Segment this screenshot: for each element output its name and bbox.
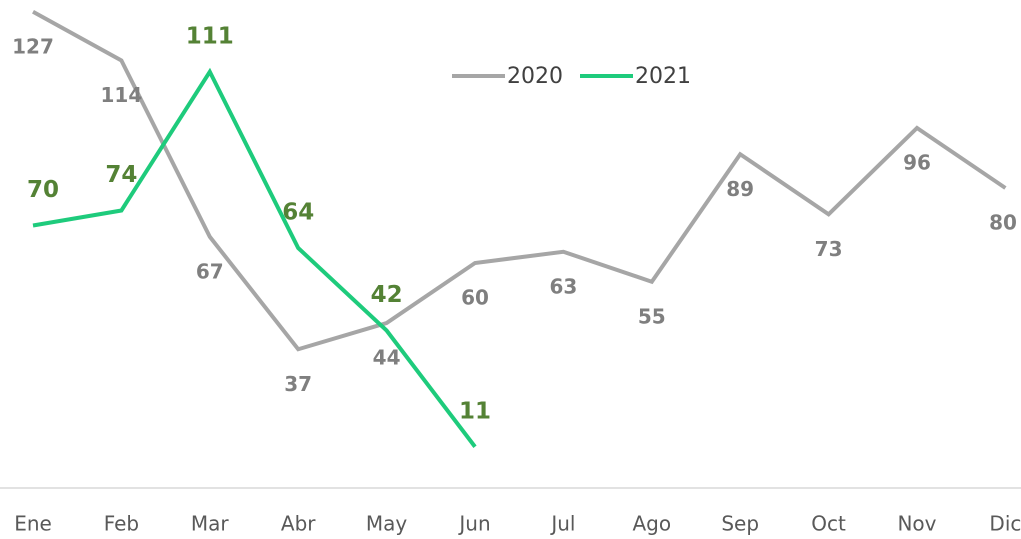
data-label: 11 <box>459 398 491 424</box>
x-tick-label: Sep <box>721 512 759 536</box>
x-tick-label: Jul <box>549 512 575 536</box>
x-tick-label: Feb <box>104 512 139 536</box>
data-label: 67 <box>196 259 224 283</box>
x-tick-label: Ago <box>632 512 671 536</box>
legend-label: 2021 <box>635 64 691 89</box>
x-tick-label: Ene <box>14 512 52 536</box>
data-label: 44 <box>373 346 401 370</box>
legend-label: 2020 <box>507 64 563 89</box>
data-label: 63 <box>549 274 577 298</box>
data-label: 96 <box>903 151 931 175</box>
data-label: 89 <box>726 177 754 201</box>
data-label: 37 <box>284 372 312 396</box>
data-label: 60 <box>461 286 489 310</box>
x-tick-label: Oct <box>811 512 846 536</box>
data-label: 114 <box>101 83 143 107</box>
series-line <box>32 67 477 448</box>
data-label: 64 <box>282 200 314 226</box>
x-tick-label: Dic <box>989 512 1021 536</box>
x-tick-label: Mar <box>191 512 230 536</box>
x-tick-label: Abr <box>281 512 316 536</box>
data-label: 42 <box>371 282 403 308</box>
data-label: 111 <box>186 23 234 49</box>
data-label: 73 <box>815 237 843 261</box>
data-label: 55 <box>638 304 666 328</box>
data-label: 80 <box>989 211 1017 235</box>
series-line <box>32 9 1007 352</box>
x-tick-label: Jun <box>457 512 490 536</box>
data-label: 74 <box>105 162 137 188</box>
x-tick-label: May <box>366 512 408 536</box>
data-label: 127 <box>12 34 54 58</box>
data-label: 70 <box>27 177 59 203</box>
x-tick-label: Nov <box>897 512 936 536</box>
